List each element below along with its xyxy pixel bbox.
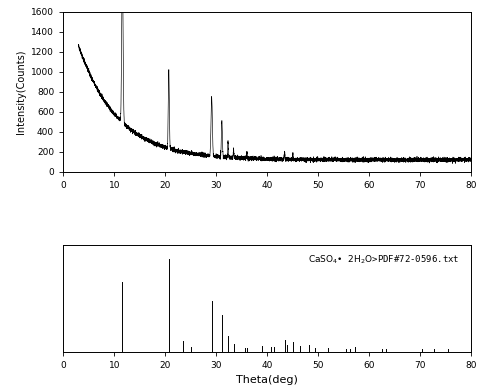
Text: $\mathrm{CaSO_4}$• $\mathrm{2H_2O}$>PDF#72-0596.txt: $\mathrm{CaSO_4}$• $\mathrm{2H_2O}$>PDF#… <box>308 254 459 266</box>
X-axis label: Theta(deg): Theta(deg) <box>236 375 298 386</box>
Y-axis label: Intensity(Counts): Intensity(Counts) <box>16 50 26 134</box>
